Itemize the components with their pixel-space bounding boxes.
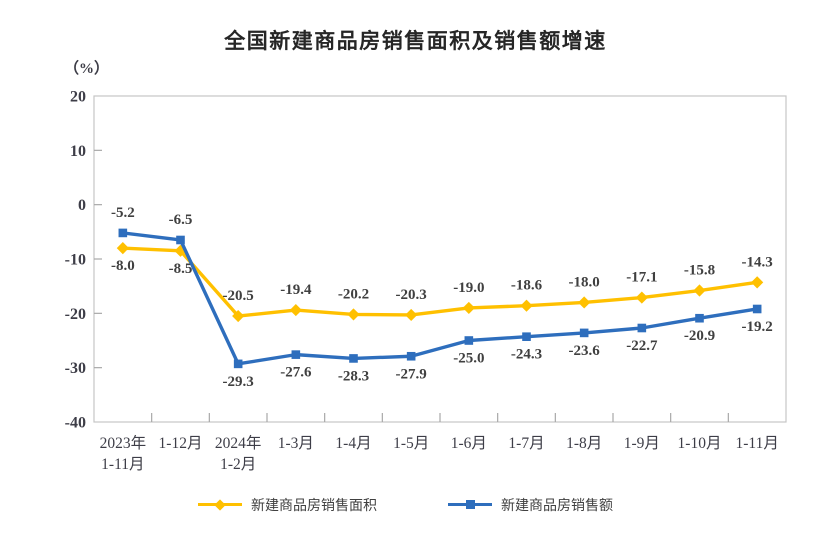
x-category-label: 2024年 xyxy=(215,434,262,452)
diamond-marker-icon xyxy=(289,303,302,317)
data-label: -20.5 xyxy=(223,288,254,304)
x-category-label: 1-10月 xyxy=(678,435,722,452)
x-category-label: 1-11月 xyxy=(101,456,144,473)
x-category-label: 1-5月 xyxy=(393,435,429,452)
diamond-marker-icon xyxy=(635,291,648,304)
square-marker-icon xyxy=(349,354,358,363)
data-label: -15.8 xyxy=(684,263,715,279)
x-category-label: 1-2月 xyxy=(220,456,256,473)
data-label: -17.1 xyxy=(626,270,657,286)
diamond-marker-icon xyxy=(214,498,226,511)
x-category-label: 1-9月 xyxy=(624,435,660,452)
diamond-marker-icon xyxy=(578,296,591,309)
x-category-label: 1-6月 xyxy=(451,435,487,452)
legend-swatch-sales-value xyxy=(448,500,492,510)
legend-swatch-sales-area xyxy=(198,498,242,511)
x-category-label: 1-3月 xyxy=(278,435,314,452)
diamond-marker-icon xyxy=(232,309,245,323)
data-label: -14.3 xyxy=(742,254,773,270)
square-marker-icon xyxy=(752,304,762,314)
data-label: -20.2 xyxy=(338,286,369,302)
square-marker-icon xyxy=(695,313,704,323)
square-marker-icon xyxy=(118,228,128,238)
square-marker-icon xyxy=(637,323,647,333)
x-category-label: 1-8月 xyxy=(566,435,602,452)
x-category-label: 1-11月 xyxy=(735,435,778,452)
y-tick-label: -30 xyxy=(65,360,86,377)
diamond-marker-icon xyxy=(751,276,764,289)
data-label: -5.2 xyxy=(111,205,135,221)
square-marker-icon xyxy=(464,336,474,345)
diamond-marker-icon xyxy=(347,308,360,321)
data-label: -24.3 xyxy=(511,347,542,363)
y-tick-label: -20 xyxy=(65,306,86,323)
data-label: -27.6 xyxy=(280,365,312,381)
data-label: -23.6 xyxy=(569,343,601,359)
y-tick-label: 10 xyxy=(70,143,86,160)
data-label: -19.0 xyxy=(453,280,484,296)
legend-item-sales-area: 新建商品房销售面积 xyxy=(198,496,377,514)
diamond-marker-icon xyxy=(520,299,533,312)
data-label: -18.0 xyxy=(569,274,600,290)
legend-item-sales-value: 新建商品房销售额 xyxy=(448,496,613,514)
data-label: -20.9 xyxy=(684,328,715,344)
square-marker-icon xyxy=(233,359,243,369)
x-category-label: 1-4月 xyxy=(335,435,371,452)
square-marker-icon xyxy=(465,500,475,509)
square-marker-icon xyxy=(291,350,301,359)
data-label: -27.9 xyxy=(396,366,427,382)
data-label: -29.3 xyxy=(223,374,254,390)
data-label: -8.0 xyxy=(111,258,135,274)
data-label: -19.2 xyxy=(742,319,773,335)
data-label: -28.3 xyxy=(338,368,369,384)
series-line-sales-value xyxy=(121,231,759,366)
square-marker-icon xyxy=(176,235,185,245)
diamond-marker-icon xyxy=(462,301,475,314)
y-tick-label: -10 xyxy=(65,252,86,269)
series-line-sales-area xyxy=(121,246,759,318)
data-label: -20.3 xyxy=(396,287,427,303)
data-label: -22.7 xyxy=(626,338,658,354)
x-category-label: 1-12月 xyxy=(159,435,203,452)
square-marker-icon xyxy=(522,332,531,341)
diamond-marker-icon xyxy=(693,284,706,297)
y-tick-label: 20 xyxy=(70,89,86,106)
square-marker-icon xyxy=(406,351,416,361)
data-label: -6.5 xyxy=(169,212,193,228)
square-marker-icon xyxy=(579,328,589,338)
y-axis-unit-label: （%） xyxy=(64,61,110,77)
data-label: -8.5 xyxy=(169,261,193,277)
plot-border xyxy=(93,95,787,423)
diamond-marker-icon xyxy=(116,242,129,255)
x-category-label: 2023年 xyxy=(100,434,147,452)
data-label: -25.0 xyxy=(453,351,484,367)
legend-label-sales-value: 新建商品房销售额 xyxy=(501,498,613,514)
diamond-marker-icon xyxy=(405,308,418,322)
chart-title: 全国新建商品房销售面积及销售额增速 xyxy=(224,30,607,53)
x-category-label: 1-7月 xyxy=(508,435,544,452)
data-label: -18.6 xyxy=(511,278,543,294)
y-tick-label: 0 xyxy=(78,197,86,214)
y-tick-label: -40 xyxy=(65,415,86,432)
legend-label-sales-area: 新建商品房销售面积 xyxy=(251,498,377,514)
data-label: -19.4 xyxy=(280,282,312,298)
